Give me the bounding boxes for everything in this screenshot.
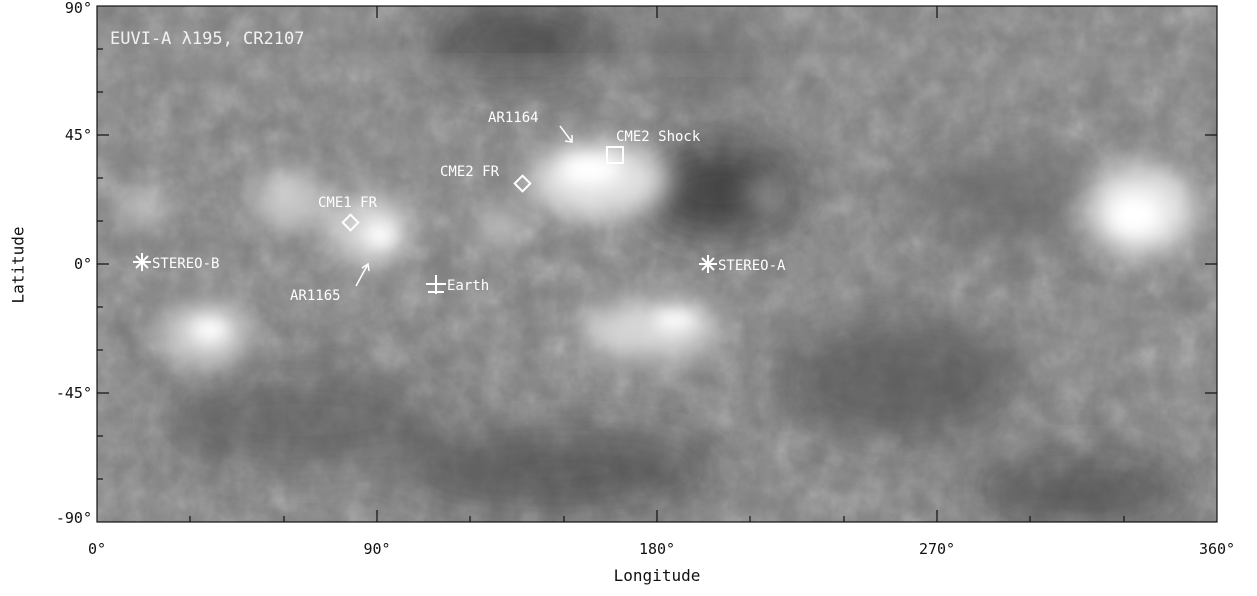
cme2-fr-marker <box>513 174 532 193</box>
stereo-b-label: STEREO-B <box>152 256 219 272</box>
ar1164-arrow <box>559 125 573 143</box>
y-tick-minus90: -90° <box>55 509 92 527</box>
y-tick-45: 45° <box>64 126 92 144</box>
earth-marker <box>426 275 446 294</box>
bright-cores <box>192 155 1160 342</box>
y-tick-90: 90° <box>64 0 92 17</box>
ar1165-arrow <box>355 262 370 287</box>
y-tick-0: 0° <box>73 255 92 273</box>
tick-marks <box>97 6 1217 522</box>
ar1165-label: AR1165 <box>290 288 341 304</box>
stereo-a-label: STEREO-A <box>718 258 786 274</box>
x-axis-label: Longitude <box>613 566 701 585</box>
cme2-shock-label: CME2 Shock <box>616 129 701 145</box>
x-tick-90: 90° <box>363 540 391 558</box>
map-title: EUVI-A λ195, CR2107 <box>110 29 304 49</box>
earth-label: Earth <box>447 278 489 294</box>
stereo-b-marker <box>133 253 151 271</box>
x-tick-180: 180° <box>638 540 676 558</box>
x-tick-360: 360° <box>1198 540 1236 558</box>
x-tick-0: 0° <box>87 540 107 558</box>
cme1-fr-marker <box>341 213 360 232</box>
euv-map-image <box>97 6 1217 522</box>
y-axis-label: Latitude <box>8 226 28 304</box>
ar1164-label: AR1164 <box>488 110 539 126</box>
cme2-fr-label: CME2 FR <box>440 164 500 180</box>
x-tick-270: 270° <box>918 540 956 558</box>
stereo-a-marker <box>699 255 717 273</box>
cme1-fr-label: CME1 FR <box>318 195 378 211</box>
y-tick-minus45: -45° <box>55 384 92 402</box>
cme2-shock-marker <box>606 146 624 164</box>
